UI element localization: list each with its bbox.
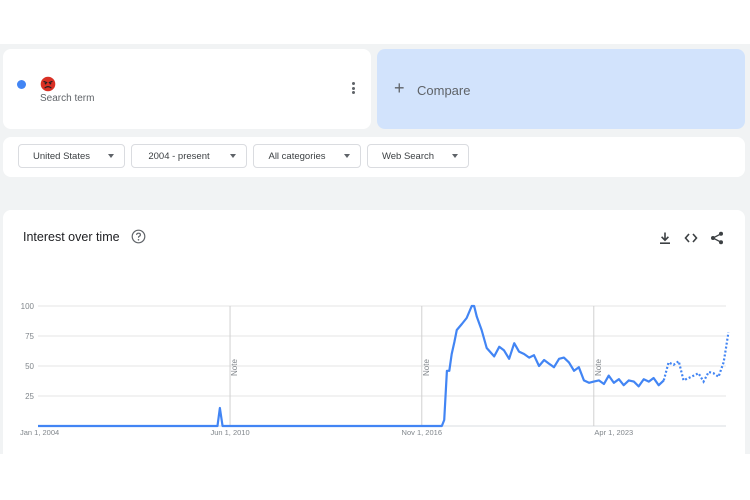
interest-over-time-card: Interest over time: [3, 210, 745, 454]
compare-button[interactable]: + Compare: [377, 49, 745, 129]
chevron-down-icon: [344, 154, 350, 158]
compare-label: Compare: [417, 83, 471, 98]
chart-panel-title: Interest over time: [23, 230, 120, 244]
embed-icon[interactable]: [684, 231, 698, 245]
search-term-subtitle: Search term: [40, 93, 95, 104]
plus-icon: +: [394, 78, 405, 98]
help-icon[interactable]: [131, 229, 146, 244]
more-vert-icon[interactable]: [346, 82, 360, 96]
chevron-down-icon: [230, 154, 236, 158]
filter-category[interactable]: All categories: [253, 144, 361, 168]
filter-search-type[interactable]: Web Search: [367, 144, 469, 168]
filter-search-type-label: Web Search: [381, 151, 435, 162]
filter-region[interactable]: United States: [18, 144, 125, 168]
series-color-dot: [17, 80, 26, 89]
filter-category-label: All categories: [268, 151, 326, 162]
filter-region-label: United States: [32, 151, 91, 162]
chevron-down-icon: [452, 154, 458, 158]
share-icon[interactable]: [710, 231, 724, 245]
search-term-card[interactable]: [3, 49, 371, 129]
download-icon[interactable]: [658, 231, 672, 245]
chevron-down-icon: [108, 154, 114, 158]
filter-time-range-label: 2004 - present: [148, 151, 210, 162]
search-term-emoji: [40, 76, 56, 92]
filter-bar: United States 2004 - present All categor…: [3, 137, 745, 177]
filter-time-range[interactable]: 2004 - present: [131, 144, 247, 168]
